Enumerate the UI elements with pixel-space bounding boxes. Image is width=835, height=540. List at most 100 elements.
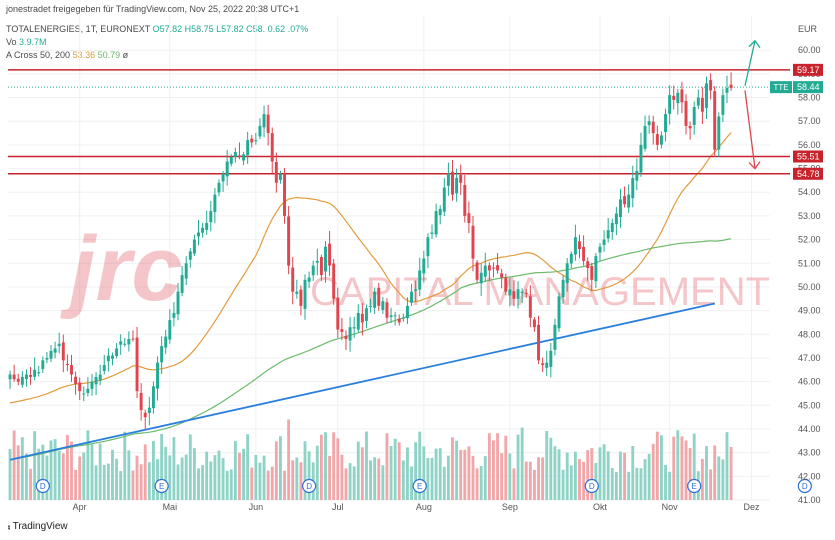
month-tick-label: Nov bbox=[662, 502, 679, 512]
volume-bar bbox=[29, 468, 32, 500]
volume-bar bbox=[188, 434, 192, 500]
candle-body bbox=[401, 317, 405, 319]
price-axis[interactable]: EUR 41.00 42.00 43.00 44.00 45.00 46.00 47.00 48… bbox=[770, 24, 823, 505]
candle-body bbox=[491, 267, 495, 269]
volume-bar bbox=[553, 446, 557, 500]
volume-bar bbox=[33, 431, 37, 500]
candle-body bbox=[266, 114, 270, 134]
candle-body bbox=[635, 170, 639, 181]
volume-bar bbox=[86, 430, 90, 500]
candle-body bbox=[270, 133, 274, 162]
event-marker-d-icon bbox=[35, 478, 50, 494]
price-tick-label: 50.00 bbox=[798, 282, 821, 292]
volume-bar bbox=[246, 434, 250, 500]
volume-bar bbox=[352, 466, 356, 500]
candle-body bbox=[123, 343, 127, 345]
candle-body bbox=[717, 116, 721, 150]
volume-bar bbox=[184, 454, 188, 500]
candle-body bbox=[16, 378, 20, 382]
candle-body bbox=[688, 125, 692, 129]
candle-body bbox=[250, 138, 254, 143]
candle-body bbox=[131, 338, 135, 340]
volume-bar bbox=[172, 437, 176, 500]
volume-bar bbox=[389, 445, 393, 500]
volume-bar bbox=[324, 432, 327, 500]
candle-body bbox=[668, 95, 672, 114]
volume-bar bbox=[414, 442, 418, 500]
candle-body bbox=[246, 140, 250, 156]
time-axis[interactable]: Apr Mai Jun Jul Aug Sep Okt Nov Dez bbox=[73, 502, 760, 512]
event-marker-label: D bbox=[589, 482, 595, 491]
price-label-box bbox=[793, 81, 823, 94]
ma-cross-legend[interactable]: A Cross 50, 200 53.36 50.79 ø bbox=[6, 50, 128, 60]
volume-bar bbox=[676, 430, 680, 500]
ma-visibility-icon[interactable]: ø bbox=[122, 50, 129, 60]
event-marker-d-icon bbox=[584, 478, 599, 494]
event-marker-label: E bbox=[692, 482, 697, 491]
volume-bar bbox=[471, 455, 475, 500]
candle-body bbox=[418, 270, 422, 290]
price-label-box bbox=[793, 150, 823, 163]
trendline bbox=[9, 302, 715, 461]
candle-body bbox=[135, 337, 139, 392]
volume-bar bbox=[180, 457, 184, 500]
candle-body bbox=[487, 265, 491, 271]
volume-bar bbox=[197, 468, 200, 500]
candle-body bbox=[606, 230, 610, 239]
volume-bar bbox=[573, 451, 577, 500]
volume-bar bbox=[487, 433, 491, 500]
candle-body bbox=[664, 114, 668, 133]
volume-bar bbox=[418, 431, 422, 500]
volume-bar bbox=[565, 452, 569, 500]
volume-bar bbox=[446, 455, 450, 500]
volume-legend[interactable]: Vo 3.9.7M bbox=[6, 37, 47, 47]
candle-body bbox=[160, 346, 164, 363]
candle-body bbox=[561, 279, 565, 298]
month-tick-label: Sep bbox=[502, 502, 518, 512]
volume-bar bbox=[262, 455, 266, 500]
volume-bar bbox=[541, 457, 545, 500]
volume-bar bbox=[451, 437, 454, 500]
candle-body bbox=[647, 121, 651, 126]
volume-bar bbox=[463, 449, 467, 500]
price-label-text: 55.51 bbox=[797, 151, 820, 161]
candle-body bbox=[33, 369, 37, 377]
candle-body bbox=[684, 100, 688, 126]
symbol-legend[interactable]: TOTALENERGIES, 1T, EURONEXT O57.82 H58.7… bbox=[6, 24, 308, 34]
volume-bar bbox=[287, 419, 291, 500]
candle-body bbox=[442, 187, 446, 212]
candle-body bbox=[405, 305, 409, 319]
candles bbox=[8, 72, 733, 430]
candle-body bbox=[65, 363, 69, 366]
candle-body bbox=[705, 83, 708, 108]
candle-body bbox=[115, 348, 119, 357]
candle-body bbox=[393, 315, 397, 317]
volume-bar bbox=[348, 463, 352, 500]
candle-body bbox=[143, 412, 147, 418]
candle-body bbox=[618, 199, 622, 218]
event-marker-e-icon bbox=[154, 478, 169, 494]
volume-bar bbox=[303, 441, 307, 500]
volume-bar bbox=[397, 442, 401, 500]
volume-bar bbox=[119, 471, 123, 500]
ma200-line bbox=[9, 238, 732, 461]
candle-body bbox=[381, 301, 385, 310]
candle-body bbox=[119, 341, 123, 345]
volume-bar bbox=[221, 458, 225, 500]
candle-body bbox=[426, 237, 430, 257]
volume-bar bbox=[373, 457, 377, 500]
volume-bar bbox=[70, 441, 73, 500]
candle-body bbox=[188, 251, 192, 260]
candle-body bbox=[537, 324, 541, 361]
volume-bar bbox=[94, 465, 98, 500]
volume-bar bbox=[12, 430, 16, 500]
candle-body bbox=[524, 292, 528, 295]
event-marker-label: D bbox=[802, 482, 808, 491]
candle-body bbox=[352, 327, 356, 329]
candle-body bbox=[287, 216, 291, 266]
candle-body bbox=[438, 208, 442, 216]
candle-body bbox=[594, 256, 598, 282]
tradingview-footer[interactable]: ⨾ TradingView bbox=[8, 521, 68, 532]
candle-body bbox=[315, 260, 319, 263]
